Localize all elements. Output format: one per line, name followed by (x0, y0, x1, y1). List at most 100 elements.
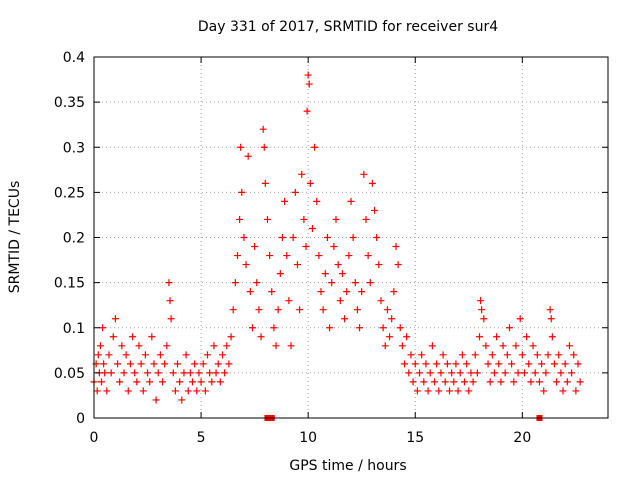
data-point (550, 360, 558, 368)
data-point (518, 351, 526, 359)
data-point (366, 279, 374, 287)
data-point (477, 297, 485, 305)
data-point (272, 342, 280, 350)
data-point (471, 351, 479, 359)
data-point (96, 342, 104, 350)
data-point (107, 369, 115, 377)
data-point (411, 360, 419, 368)
data-point (422, 360, 430, 368)
data-point (214, 360, 222, 368)
data-point (210, 342, 218, 350)
data-point (244, 152, 252, 160)
data-point (482, 342, 490, 350)
data-point (270, 324, 278, 332)
data-point (409, 378, 417, 386)
x-axis-label: GPS time / hours (289, 458, 406, 474)
data-point (555, 351, 563, 359)
data-point (105, 351, 113, 359)
data-point (538, 360, 546, 368)
data-point (439, 351, 447, 359)
data-point (576, 378, 584, 386)
data-point (315, 252, 323, 260)
data-point (416, 369, 424, 377)
data-point (242, 261, 250, 269)
data-point (388, 315, 396, 323)
data-point (174, 360, 182, 368)
data-point (240, 234, 248, 241)
data-point (514, 369, 522, 377)
data-point (426, 369, 434, 377)
data-point (418, 351, 426, 359)
data-point (169, 369, 177, 377)
data-point (236, 215, 244, 223)
y-tick-label: 0.25 (54, 185, 85, 201)
data-point (561, 360, 569, 368)
x-tick-label: 10 (299, 430, 317, 446)
data-point (461, 378, 469, 386)
data-point (120, 369, 128, 377)
y-tick-label: 0.1 (63, 321, 85, 337)
data-point (144, 369, 152, 377)
data-point (257, 333, 265, 341)
data-point (184, 387, 192, 395)
data-point (150, 360, 158, 368)
data-point (163, 342, 171, 350)
data-point (540, 387, 548, 395)
data-point (503, 351, 511, 359)
data-point (221, 369, 229, 377)
data-point (375, 261, 383, 269)
data-point (493, 333, 501, 341)
data-point (480, 315, 488, 323)
data-point (176, 378, 184, 386)
data-point (383, 306, 391, 314)
data-point (293, 261, 301, 269)
data-point (135, 342, 143, 350)
data-point (100, 360, 108, 368)
data-point (296, 306, 304, 314)
data-point (237, 143, 245, 151)
data-point (289, 234, 297, 241)
data-point (317, 288, 325, 296)
data-point (371, 206, 379, 214)
data-point (478, 306, 486, 314)
data-point (114, 360, 122, 368)
data-point (413, 387, 421, 395)
data-point (516, 315, 524, 323)
data-point (358, 288, 366, 296)
data-point (225, 360, 233, 368)
data-point (347, 197, 355, 205)
data-point (441, 378, 449, 386)
data-point (261, 179, 269, 187)
data-point (129, 333, 137, 341)
data-point (154, 369, 162, 377)
data-point (219, 351, 226, 359)
data-point (535, 378, 543, 386)
data-point (360, 170, 368, 178)
data-point (392, 243, 400, 251)
data-point (341, 315, 349, 323)
data-point (191, 360, 199, 368)
data-point (490, 369, 498, 377)
data-point (428, 342, 436, 350)
x-tick-label: 0 (90, 430, 99, 446)
data-point (156, 351, 164, 359)
data-point (208, 378, 216, 386)
data-point (159, 378, 167, 386)
data-point (308, 224, 316, 232)
data-point (246, 288, 254, 296)
data-point (353, 306, 361, 314)
data-point (248, 324, 256, 332)
data-point (351, 279, 359, 287)
data-point (302, 243, 310, 251)
data-point (227, 333, 235, 341)
data-point (396, 324, 404, 332)
data-point (204, 351, 212, 359)
data-point (403, 333, 411, 341)
data-point (570, 351, 578, 359)
data-point (166, 297, 174, 305)
data-point (547, 315, 555, 323)
data-point (450, 378, 458, 386)
data-point (390, 288, 398, 296)
data-point (486, 378, 494, 386)
data-point (313, 197, 321, 205)
